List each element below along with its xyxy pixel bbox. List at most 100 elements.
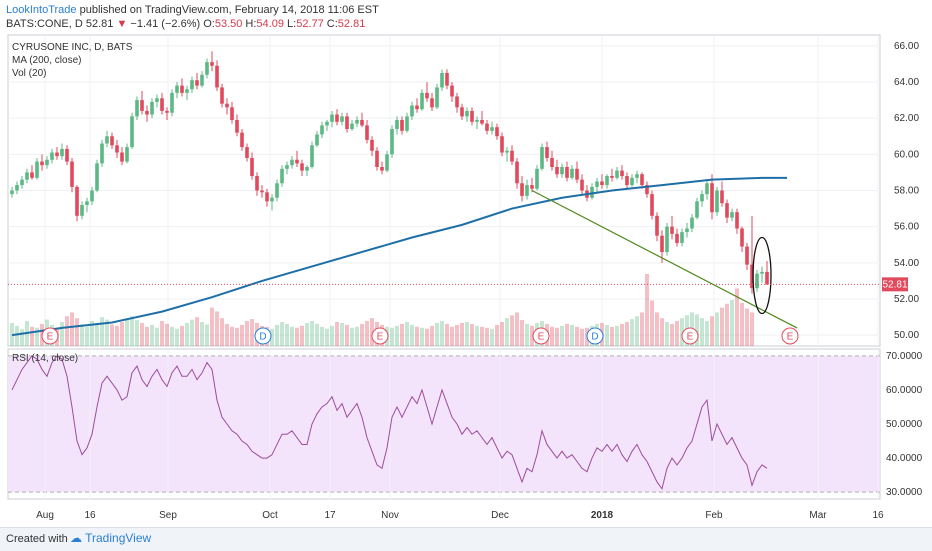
candle-body bbox=[395, 119, 399, 130]
candle-body bbox=[465, 110, 469, 117]
volume-bar bbox=[675, 321, 679, 346]
volume-bar bbox=[610, 326, 614, 346]
down-arrow-icon: ▼ bbox=[116, 18, 128, 30]
candle-body bbox=[625, 176, 629, 186]
candle-body bbox=[390, 129, 394, 155]
volume-bar bbox=[520, 320, 524, 346]
volume-bar bbox=[270, 328, 274, 346]
volume-bar bbox=[555, 327, 559, 346]
volume-bar bbox=[525, 323, 529, 346]
event-marker-label: D bbox=[259, 332, 266, 343]
candle-body bbox=[590, 186, 594, 198]
change-value: −1.41 (−2.6%) bbox=[130, 18, 201, 30]
event-marker-label: E bbox=[377, 332, 384, 343]
time-tick-label: Oct bbox=[262, 510, 278, 521]
candle-body bbox=[115, 145, 119, 153]
last-price-label: 52.81 bbox=[882, 279, 907, 290]
candle-body bbox=[600, 181, 604, 186]
volume-bar bbox=[120, 322, 124, 346]
candle-body bbox=[755, 273, 759, 289]
rsi-band bbox=[8, 355, 880, 493]
candle-body bbox=[270, 197, 274, 202]
candle-body bbox=[540, 147, 544, 169]
author-link[interactable]: LookIntoTrade bbox=[6, 4, 77, 16]
candle-body bbox=[210, 62, 214, 66]
candle-body bbox=[690, 217, 694, 229]
price-chart[interactable]: 66.00 64.00 62.00 60.00 58.00 56.00 54.00 52.00… bbox=[0, 34, 932, 527]
candle-body bbox=[365, 125, 369, 140]
candle-body bbox=[90, 190, 94, 202]
candle-body bbox=[490, 127, 494, 131]
candle-body bbox=[555, 166, 559, 175]
volume-bar bbox=[345, 324, 349, 346]
time-tick-label: Sep bbox=[159, 510, 177, 521]
candle-body bbox=[130, 116, 134, 148]
candle-body bbox=[715, 190, 719, 213]
candle-body bbox=[385, 154, 389, 171]
volume-bar bbox=[85, 326, 89, 346]
candle-body bbox=[550, 157, 554, 167]
volume-bar bbox=[630, 319, 634, 346]
volume-bar bbox=[185, 322, 189, 346]
volume-bar bbox=[460, 322, 464, 346]
candle-body bbox=[410, 105, 414, 117]
candle-body bbox=[95, 163, 99, 191]
tradingview-brand[interactable]: ☁ TradingView bbox=[70, 531, 152, 545]
volume-bar bbox=[560, 325, 564, 346]
volume-bar bbox=[680, 318, 684, 346]
candle-body bbox=[440, 72, 444, 88]
candle-body bbox=[475, 119, 479, 122]
candle-body bbox=[305, 166, 309, 171]
volume-bar bbox=[275, 324, 279, 346]
close-value: 52.81 bbox=[337, 18, 366, 30]
event-marker-label: E bbox=[787, 332, 794, 343]
candle-body bbox=[520, 183, 524, 196]
candle-body bbox=[575, 168, 579, 180]
price-tick-label: 66.00 bbox=[894, 41, 919, 52]
volume-bar bbox=[410, 324, 414, 346]
volume-bar bbox=[200, 322, 204, 346]
volume-bar bbox=[440, 321, 444, 346]
candle-body bbox=[15, 185, 19, 191]
volume-bar bbox=[100, 317, 104, 346]
volume-bar bbox=[515, 312, 519, 346]
volume-bar bbox=[175, 328, 179, 346]
candle-body bbox=[200, 74, 204, 86]
candle-body bbox=[175, 85, 179, 93]
volume-bar bbox=[180, 325, 184, 346]
rsi-tick-label: 30.0000 bbox=[886, 487, 923, 498]
volume-bar bbox=[305, 322, 309, 346]
volume-bar bbox=[565, 323, 569, 346]
candle-body bbox=[160, 98, 164, 111]
candle-body bbox=[165, 110, 169, 113]
candle-body bbox=[505, 150, 509, 153]
volume-bar bbox=[620, 323, 624, 346]
volume-bar bbox=[35, 327, 39, 346]
candle-body bbox=[675, 233, 679, 243]
volume-bar bbox=[475, 325, 479, 346]
volume-bar bbox=[420, 327, 424, 346]
close-label: C: bbox=[326, 18, 338, 30]
volume-bar bbox=[390, 327, 394, 346]
candle-body bbox=[350, 123, 354, 130]
time-tick-label: Feb bbox=[705, 510, 723, 521]
volume-bar bbox=[400, 323, 404, 346]
highlight-ellipse bbox=[752, 236, 772, 315]
volume-bar bbox=[500, 322, 504, 346]
candle-body bbox=[330, 114, 334, 122]
volume-bar bbox=[290, 326, 294, 346]
volume-bar bbox=[195, 317, 199, 346]
volume-bar bbox=[280, 322, 284, 346]
candle-body bbox=[685, 228, 689, 233]
candle-body bbox=[545, 147, 549, 158]
low-label: L: bbox=[287, 18, 297, 30]
candle-body bbox=[315, 134, 319, 146]
volume-bar bbox=[220, 318, 224, 346]
high-label: H: bbox=[245, 18, 257, 30]
legend-vol: Vol (20) bbox=[12, 68, 46, 79]
volume-bar bbox=[360, 323, 364, 346]
volume-bar bbox=[665, 322, 669, 346]
tradingview-brand-label: TradingView bbox=[85, 531, 152, 545]
last-price-badge bbox=[882, 277, 908, 292]
volume-bar bbox=[730, 299, 734, 346]
